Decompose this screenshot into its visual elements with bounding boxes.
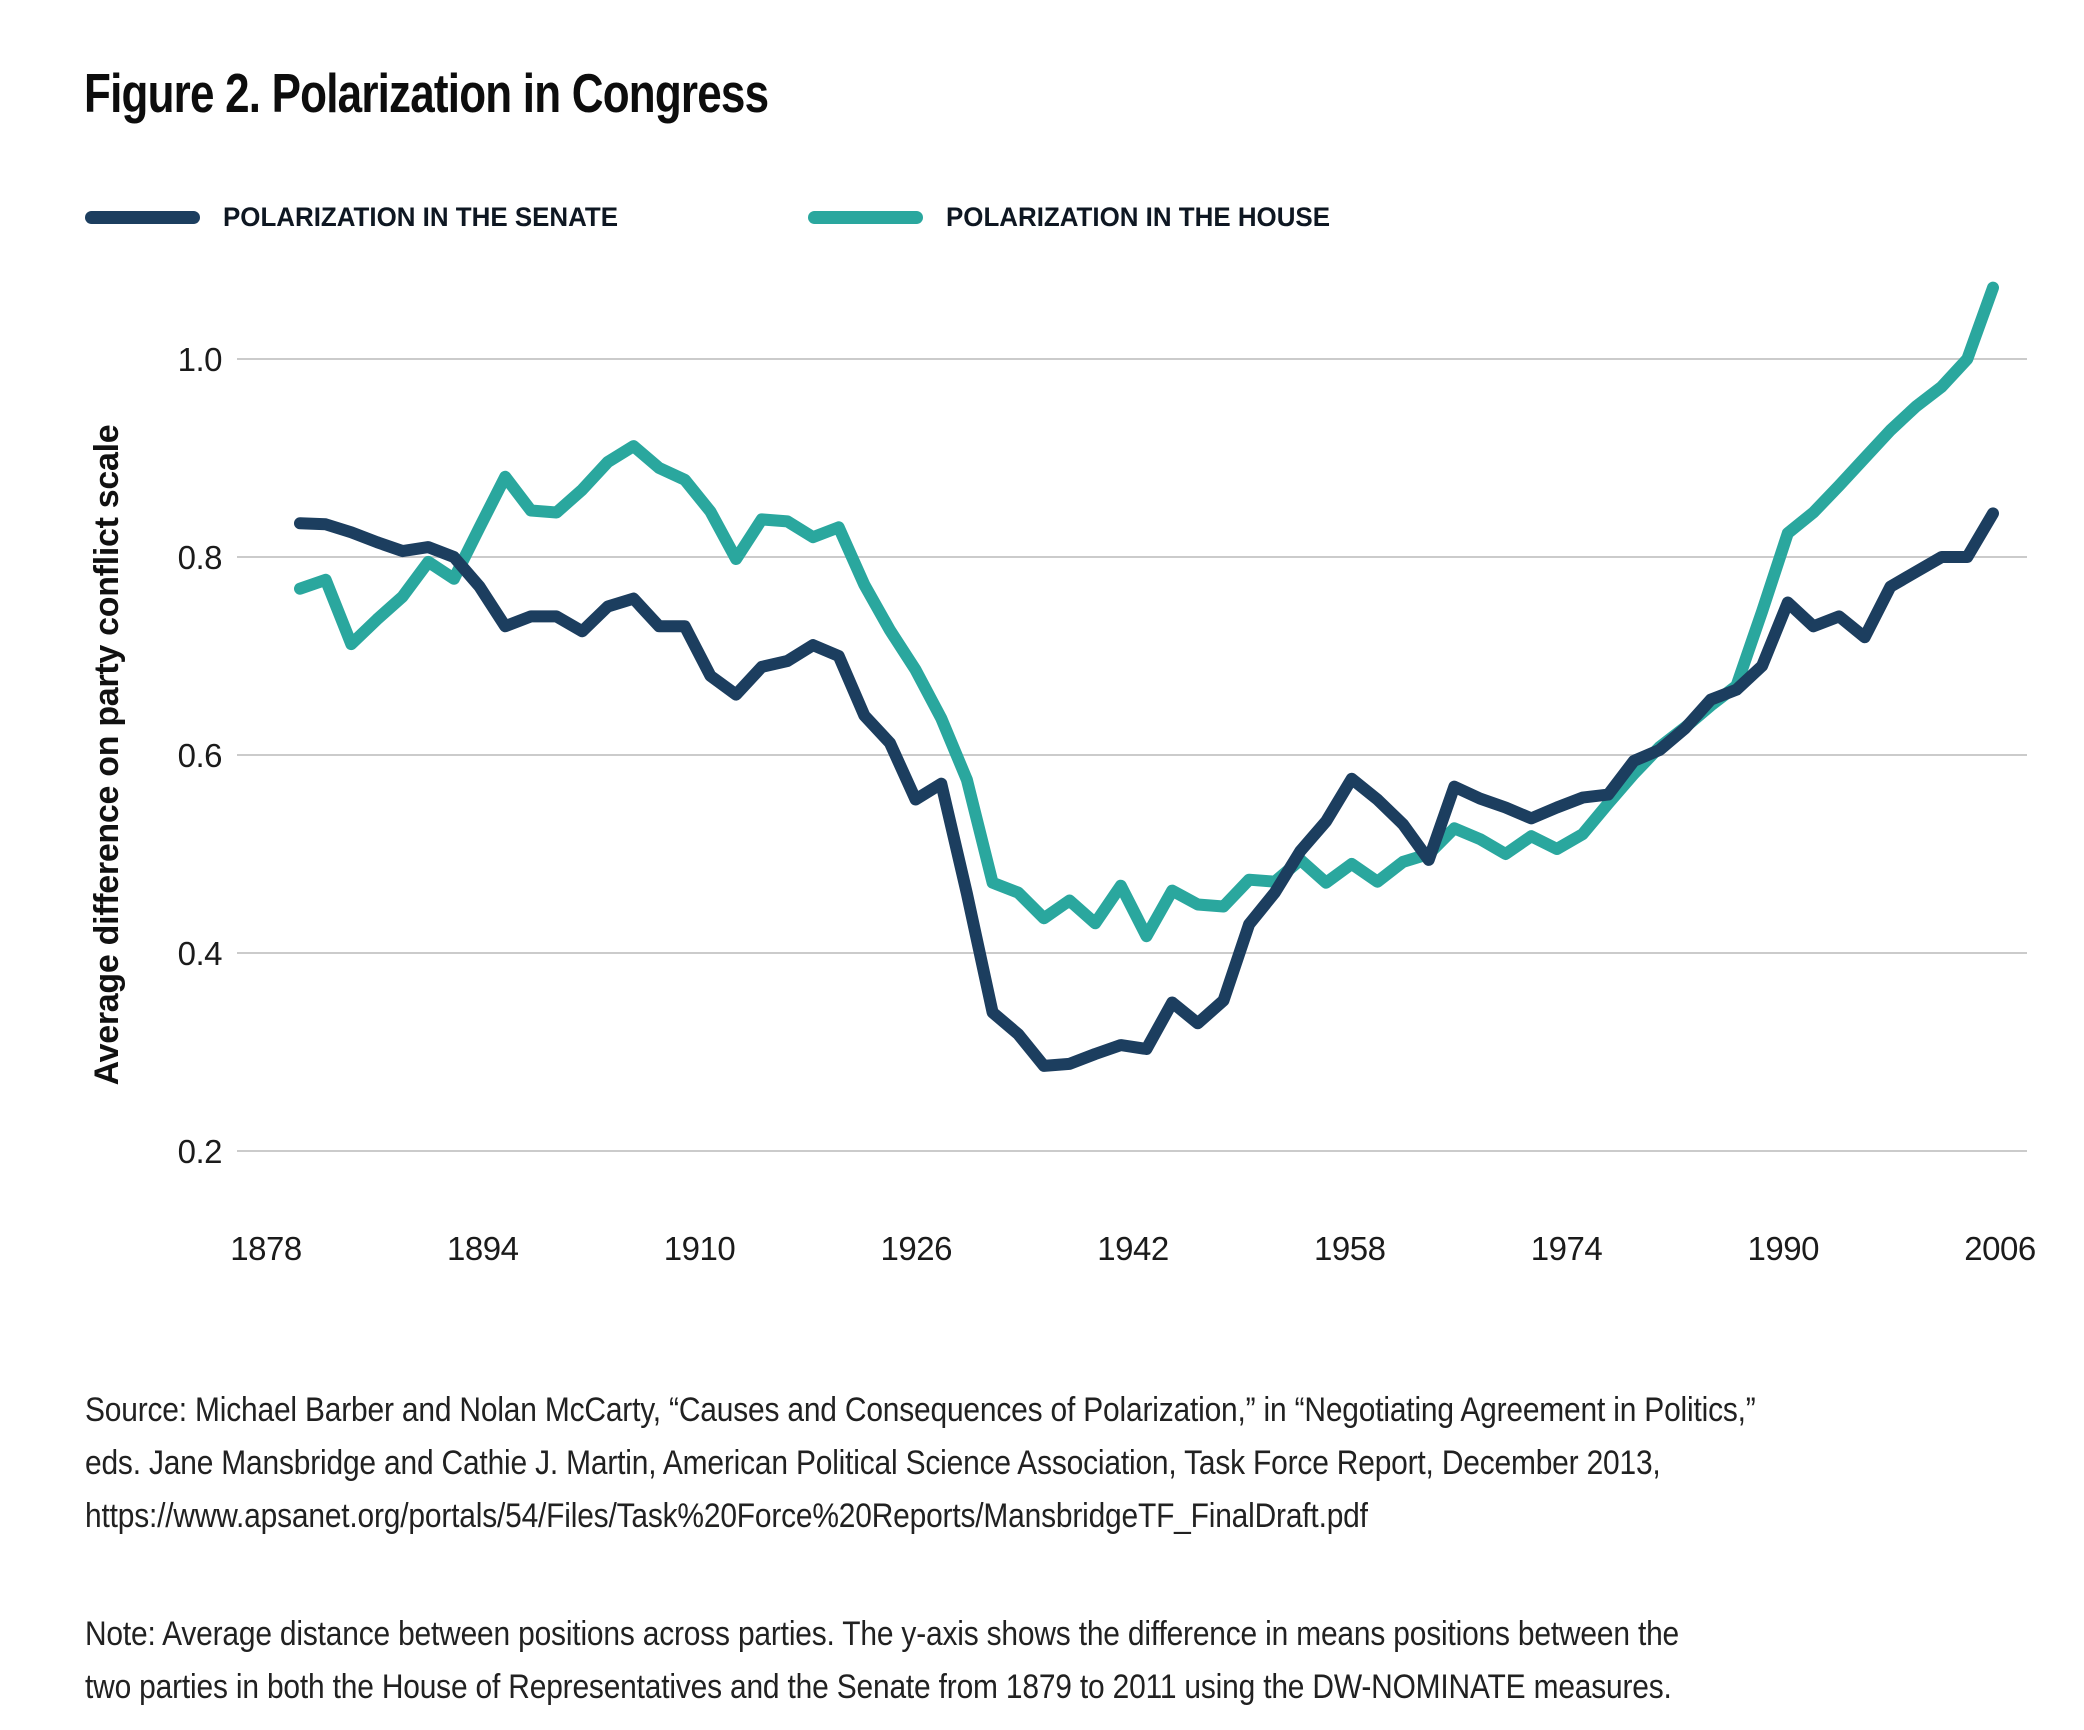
y-tick-label: 0.8 xyxy=(178,539,222,576)
x-tick-label: 2006 xyxy=(1964,1230,2035,1267)
x-tick-label: 1990 xyxy=(1748,1230,1820,1267)
source-line: Source: Michael Barber and Nolan McCarty… xyxy=(85,1391,1756,1429)
x-tick-label: 1878 xyxy=(230,1230,301,1267)
x-tick-label: 1910 xyxy=(664,1230,736,1267)
legend-label-senate: POLARIZATION IN THE SENATE xyxy=(223,202,619,232)
legend-item-senate: POLARIZATION IN THE SENATE xyxy=(85,202,635,233)
y-tick-label: 1.0 xyxy=(178,341,223,378)
legend-swatch-house xyxy=(808,211,923,224)
source-url: https://www.apsanet.org/portals/54/Files… xyxy=(85,1497,1368,1535)
y-tick-label: 0.4 xyxy=(178,935,223,972)
x-tick-label: 1974 xyxy=(1531,1230,1603,1267)
source-text: Source: Michael Barber and Nolan McCarty… xyxy=(85,1384,1756,1543)
y-axis-title: Average difference on party conflict sca… xyxy=(88,425,126,1086)
x-tick-label: 1894 xyxy=(447,1230,519,1267)
x-tick-label: 1958 xyxy=(1314,1230,1385,1267)
y-tick-label: 0.2 xyxy=(178,1133,222,1170)
note-text: Note: Average distance between positions… xyxy=(85,1608,1679,1714)
legend-label-house: POLARIZATION IN THE HOUSE xyxy=(946,202,1331,232)
y-tick-label: 0.6 xyxy=(178,737,222,774)
x-tick-label: 1926 xyxy=(881,1230,952,1267)
series-line-senate xyxy=(294,507,1999,1072)
legend-swatch-senate xyxy=(85,211,200,224)
legend-item-house: POLARIZATION IN THE HOUSE xyxy=(808,202,1346,233)
note-line: Note: Average distance between positions… xyxy=(85,1615,1680,1653)
chart-canvas: 1.0 0.8 0.6 0.4 0.2 Average difference on pa… xyxy=(88,281,2036,1267)
x-tick-label: 1942 xyxy=(1097,1230,1168,1267)
source-line: eds. Jane Mansbridge and Cathie J. Marti… xyxy=(85,1444,1661,1482)
figure-title: Figure 2. Polarization in Congress xyxy=(84,62,769,124)
note-line: two parties in both the House of Represe… xyxy=(85,1668,1672,1706)
polarization-chart: 1.0 0.8 0.6 0.4 0.2 Average difference on pa… xyxy=(0,230,2084,1310)
